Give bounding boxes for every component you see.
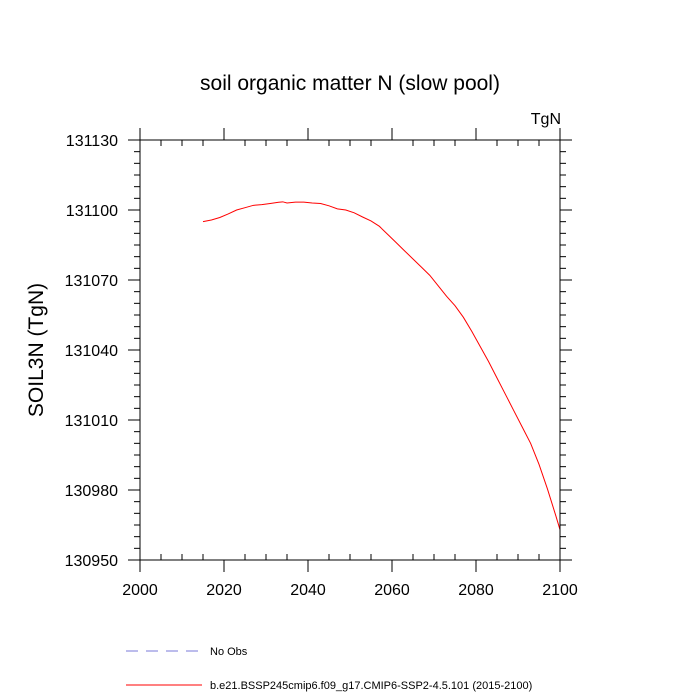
series-layer xyxy=(202,201,561,530)
units-label: TgN xyxy=(531,111,561,128)
y-tick-label: 130950 xyxy=(65,553,118,570)
legend-entry-label: b.e21.BSSP245cmip6.f09_g17.CMIP6-SSP2-4.… xyxy=(210,680,532,692)
y-tick-label: 131040 xyxy=(65,343,118,360)
x-tick-label: 2080 xyxy=(458,582,494,599)
series-line xyxy=(202,201,561,530)
plot-frame xyxy=(139,139,561,561)
y-axis-label: SOIL3N (TgN) xyxy=(25,283,48,417)
x-tick-label: 2100 xyxy=(542,582,578,599)
y-tick-label: 130980 xyxy=(65,483,118,500)
x-tick-label: 2000 xyxy=(122,582,158,599)
x-tick-label: 2040 xyxy=(290,582,326,599)
legend: No Obs b.e21.BSSP245cmip6.f09_g17.CMIP6-S… xyxy=(126,646,532,692)
legend-entry-label: No Obs xyxy=(210,646,248,658)
chart-title: soil organic matter N (slow pool) xyxy=(200,72,500,95)
y-tick-label: 131100 xyxy=(66,203,118,220)
y-tick-label: 131130 xyxy=(66,133,118,150)
tick-labels-layer: 2000 2020 2040 2060 2080 2100 130950 130980 1310… xyxy=(65,133,578,599)
ticks-layer xyxy=(128,128,572,572)
y-tick-label: 131070 xyxy=(65,273,118,290)
x-tick-label: 2020 xyxy=(206,582,242,599)
x-tick-label: 2060 xyxy=(374,582,410,599)
y-tick-label: 131010 xyxy=(65,413,118,430)
